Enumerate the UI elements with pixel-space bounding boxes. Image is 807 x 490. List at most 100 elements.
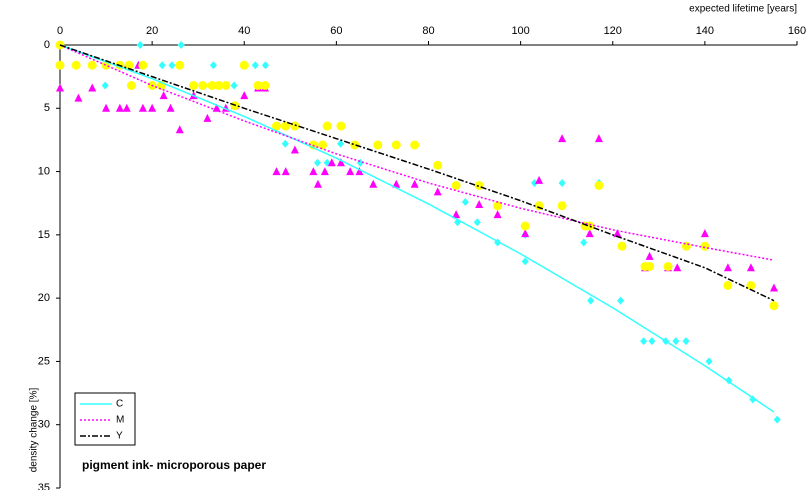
point [373, 140, 383, 150]
point [663, 262, 673, 271]
point [391, 140, 401, 150]
trend-line [59, 44, 775, 261]
legend-label: M [116, 415, 124, 426]
x-tick-label: 0 [57, 25, 63, 37]
x-tick-label: 80 [422, 25, 434, 37]
point [207, 81, 217, 91]
point [318, 140, 328, 150]
point [272, 167, 281, 176]
x-tick-label: 40 [238, 25, 250, 37]
point [253, 81, 263, 91]
point [122, 103, 131, 112]
point [746, 280, 756, 290]
point [681, 241, 691, 251]
point [313, 158, 321, 167]
point [230, 81, 238, 90]
point [88, 83, 97, 92]
point [239, 60, 249, 70]
point [392, 179, 401, 188]
point [369, 179, 378, 188]
point [645, 262, 655, 271]
point [209, 61, 217, 70]
y-tick-label: 20 [38, 292, 50, 304]
point [648, 337, 656, 346]
point [136, 41, 144, 49]
point [474, 180, 484, 190]
point [640, 337, 648, 346]
point [159, 91, 168, 100]
point [461, 197, 469, 206]
point [261, 61, 269, 70]
annotation: pigment ink- microporous paper [82, 458, 266, 472]
point [166, 103, 175, 112]
point [355, 167, 364, 176]
point [530, 178, 538, 187]
y-tick-label: 0 [44, 39, 50, 51]
point [410, 140, 420, 150]
point [221, 81, 231, 91]
point [521, 257, 529, 266]
point [700, 241, 710, 251]
point [290, 121, 300, 131]
point [433, 187, 442, 196]
x-tick-label: 160 [788, 25, 806, 37]
point [773, 415, 781, 424]
point [346, 167, 355, 176]
y-tick-label: 5 [44, 102, 50, 114]
point [260, 81, 270, 91]
point [520, 221, 530, 231]
point [290, 145, 299, 154]
point [115, 103, 124, 112]
point [71, 60, 81, 70]
point [56, 83, 64, 92]
y-tick-label: 25 [38, 355, 50, 367]
x-tick-label: 100 [511, 25, 529, 37]
point [55, 60, 65, 70]
point [594, 134, 603, 143]
point [309, 167, 318, 176]
point [138, 103, 147, 112]
point [617, 241, 627, 251]
point [102, 103, 111, 112]
point [336, 121, 346, 131]
point [336, 158, 345, 167]
point [587, 296, 595, 305]
point [158, 61, 166, 70]
trend-line [59, 44, 775, 413]
point [327, 158, 336, 167]
point [645, 251, 654, 260]
point [175, 60, 185, 70]
point [521, 229, 530, 238]
point [594, 180, 604, 190]
point [350, 140, 360, 150]
point [682, 337, 690, 346]
point [240, 91, 249, 100]
point [214, 81, 224, 91]
point [723, 263, 732, 272]
point [320, 167, 329, 176]
point [723, 280, 733, 290]
trend-line [59, 44, 775, 302]
x-tick-label: 20 [146, 25, 158, 37]
point [557, 201, 567, 211]
y-axis-title: density change [%] [29, 388, 40, 473]
point [87, 60, 97, 70]
point [212, 103, 221, 112]
y-tick-label: 30 [38, 419, 50, 431]
point [101, 81, 109, 90]
point [475, 199, 484, 208]
point [558, 178, 566, 187]
point [198, 81, 208, 91]
x-axis-title: expected lifetime [years] [689, 4, 797, 15]
point [769, 283, 778, 292]
point [337, 139, 345, 148]
point [493, 210, 502, 219]
point [203, 113, 212, 122]
x-tick-label: 60 [330, 25, 342, 37]
point [281, 167, 290, 176]
point [493, 201, 503, 211]
point [271, 121, 281, 131]
point [452, 210, 461, 219]
